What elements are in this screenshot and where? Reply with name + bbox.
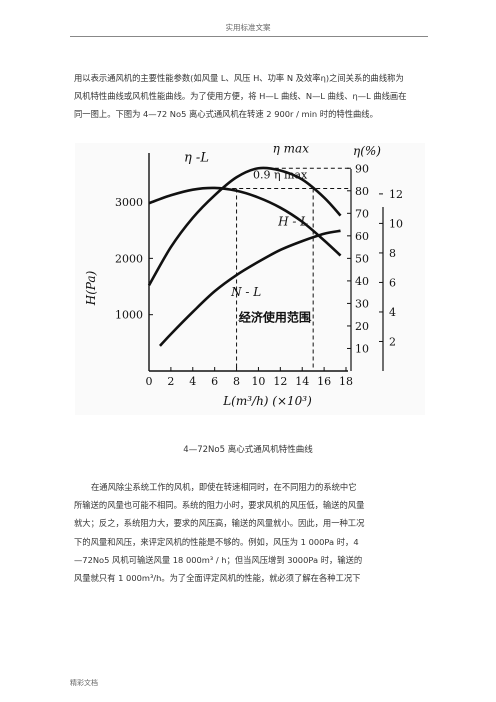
fan-characteristic-figure: 0 2 4 6 8 10 12 14 16 18 1000 2000 3000 10 20 30 40 50 60 7…: [75, 141, 425, 415]
page-footer: 精彩文档: [70, 679, 98, 687]
n-tick-label: 4: [389, 306, 396, 319]
x-tick-label: 10: [251, 375, 265, 388]
curve-h-l: [148, 186, 342, 257]
x-tick-label: 2: [167, 375, 174, 388]
figure-caption: 4—72No5 离心式通风机特性曲线: [183, 445, 313, 455]
x-tick-label: 6: [211, 375, 218, 388]
eta-tick-label: 60: [355, 230, 369, 243]
eta-tick-label: 90: [355, 162, 369, 175]
text-line: 用以表示通风机的主要性能参数(如风量 L、风压 H、功率 N 及效率η)之间关系…: [74, 73, 404, 83]
y-left-tick-label: 1000: [115, 309, 143, 322]
x-axis-label: L(m³/h) (×10³): [222, 394, 312, 408]
x-tick-label: 18: [339, 375, 353, 388]
x-tick-label: 8: [233, 375, 240, 388]
eta-tick-label: 20: [355, 320, 369, 333]
fan-characteristic-chart: 0 2 4 6 8 10 12 14 16 18 1000 2000 3000 10 20 30 40 50 60 7…: [84, 141, 403, 408]
y-left-tick-label: 2000: [115, 252, 143, 265]
eta-axis-label: η(%): [353, 144, 381, 158]
curve-n-l: [158, 229, 341, 347]
economic-range-label: 经济使用范围: [239, 309, 311, 324]
x-tick-label: 4: [189, 375, 196, 388]
eta-tick-label: 30: [355, 297, 369, 310]
eta-max-label: η max: [273, 143, 310, 155]
text-line: 在通风除尘系统工作的风机，即使在转速相同时，在不同阻力的系统中它: [91, 482, 357, 492]
n-tick-label: 12: [389, 188, 403, 201]
y-left-tick-label: 3000: [115, 196, 143, 209]
text-line: 下的风量和风压，来评定风机的性能是不够的。例如，风压为 1 000Pa 时，4: [74, 536, 359, 547]
n-curve-label: N - L: [230, 285, 261, 299]
economic-range-label-bg: [239, 308, 311, 326]
n-tick-label: 6: [389, 276, 396, 289]
y-axis-left-label: H(Pa): [84, 270, 98, 306]
curve-l: [147, 166, 342, 287]
n-tick-label: 8: [389, 247, 396, 260]
eta-tick-label: 80: [355, 185, 369, 198]
text-line: 风机特性曲线或风机性能曲线。为了使用方便，将 H—L 曲线、N—L 曲线、η—L…: [74, 91, 407, 102]
body-paragraph: 在通风除尘系统工作的风机，即使在转速相同时，在不同阻力的系统中它 所输送的风量也…: [74, 478, 424, 587]
text-line: 就大；反之，系统阻力大，要求的风压高，输送的风量就小。因此，用一种工况: [74, 518, 365, 529]
x-tick-label: 14: [295, 375, 309, 388]
n-tick-label: 2: [389, 335, 396, 348]
h-curve-label: H - L: [277, 215, 308, 229]
eta-curve-label: η -L: [184, 151, 209, 166]
x-tick-label: 0: [146, 375, 153, 388]
eta-tick-label: 10: [355, 342, 369, 355]
eta-09-label: 0.9 η max: [253, 168, 308, 181]
text-line: 风量就只有 1 000m³/h。为了全面评定风机的性能，就必须了解在各种工况下: [74, 573, 361, 584]
page-header: 实用标准文案: [225, 23, 271, 32]
text-line: —72No5 风机可输送风量 18 000m³ / h；但当风压增到 3000P…: [74, 554, 363, 565]
x-tick-label: 12: [273, 375, 287, 388]
text-line: 所输送的风量也可能不相同。系统的阻力小时，要求风机的风压低，输送的风量: [74, 500, 365, 511]
header-rule: [70, 36, 428, 37]
n-tick-label: 10: [389, 217, 403, 230]
text-line: 同一图上。下图为 4—72 No5 离心式通风机在转速 2 900r / min…: [74, 109, 378, 120]
eta-tick-label: 70: [355, 207, 369, 220]
eta-tick-label: 50: [355, 252, 369, 265]
intro-paragraph: 用以表示通风机的主要性能参数(如风量 L、风压 H、功率 N 及效率η)之间关系…: [74, 69, 424, 124]
x-tick-label: 16: [317, 375, 331, 388]
eta-tick-label: 40: [355, 275, 369, 288]
